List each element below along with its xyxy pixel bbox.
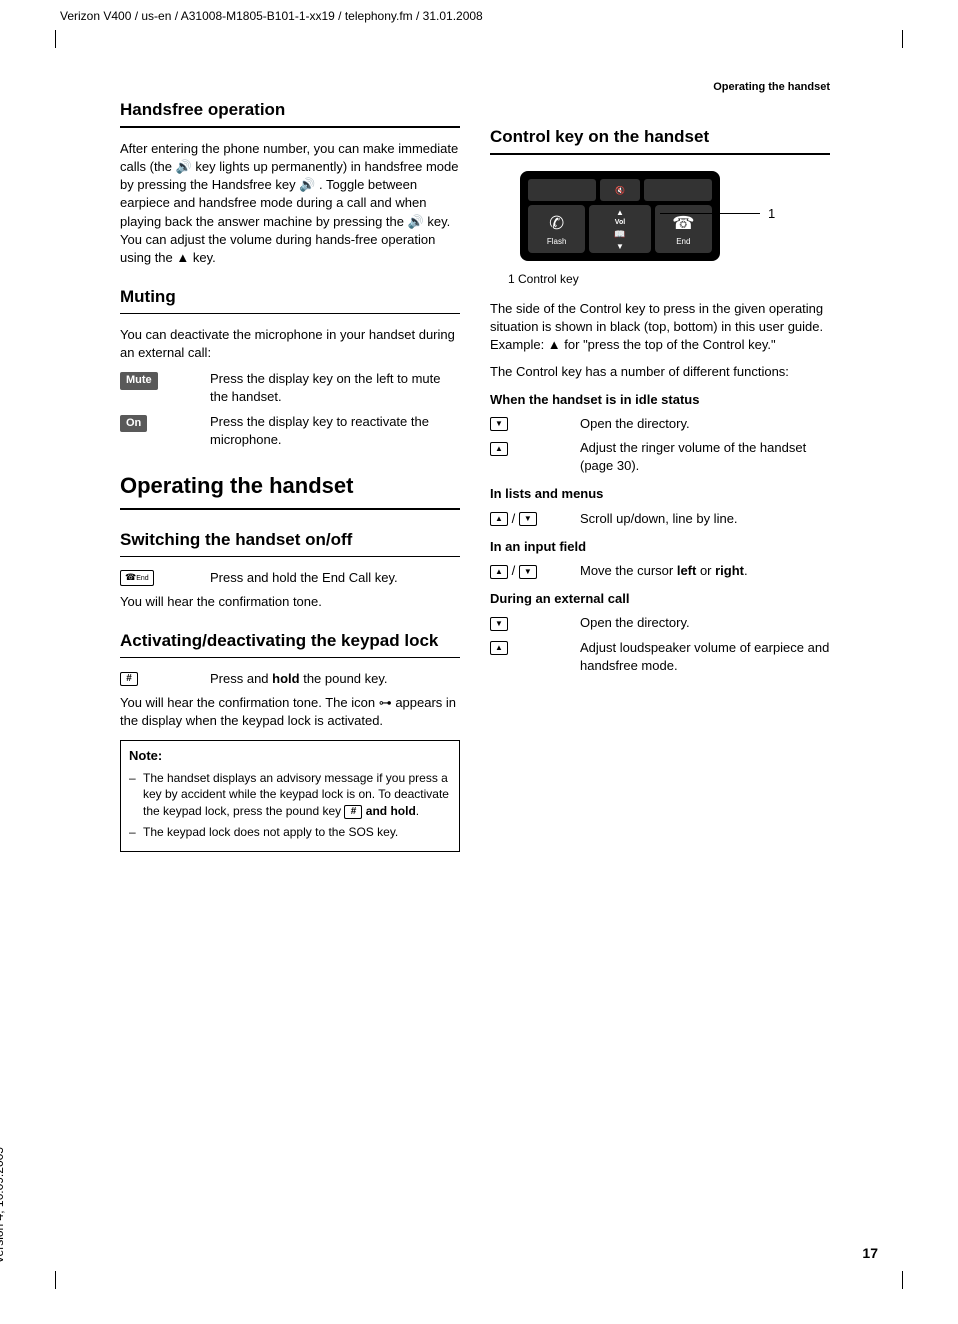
chapter-heading: Operating the handset [120,471,460,502]
running-header: Operating the handset [490,80,830,95]
divider [120,556,460,557]
down-icon [490,417,508,431]
control-key-navpad: ▲ Vol 📖 ▼ [589,205,650,253]
call-opendir: Open the directory. [580,614,830,632]
divider [120,313,460,314]
lists-subhead: In lists and menus [490,485,830,503]
switching-heading: Switching the handset on/off [120,528,460,552]
softkey-right [644,179,712,201]
up-icon [490,565,508,579]
callout-line [660,213,760,214]
crop-mark [902,1271,903,1294]
handsfree-heading: Handsfree operation [120,98,460,122]
up-icon [490,512,508,526]
muting-heading: Muting [120,285,460,309]
file-info: Verizon V400 / us-en / A31008-M1805-B101… [60,8,483,25]
figure-legend: 1 Control key [508,271,830,288]
handset-figure: 🔇 ✆ Flash ▲ Vol 📖 ▼ ☎ [520,171,780,261]
switching-confirm: You will hear the confirmation tone. [120,593,460,611]
controlkey-body2: The Control key has a number of differen… [490,363,830,381]
idle-ringer: Adjust the ringer volume of the handset … [580,439,830,475]
divider [120,657,460,658]
keypad-desc: Press and hold the pound key. [210,670,460,688]
flash-key: ✆ Flash [528,205,585,253]
crop-mark [55,30,56,53]
note-item: – The keypad lock does not apply to the … [129,824,451,841]
crop-mark [55,1271,56,1294]
on-badge: On [120,415,147,432]
end-call-icon: End [120,570,154,586]
callout-number: 1 [768,205,775,223]
mute-badge: Mute [120,372,158,389]
keypad-heading: Activating/deactivating the keypad lock [120,629,460,653]
up-icon [490,641,508,655]
controlkey-heading: Control key on the handset [490,125,830,149]
input-desc: Move the cursor left or right. [580,562,830,580]
up-icon [490,442,508,456]
crop-mark [902,30,903,53]
idle-subhead: When the handset is in idle status [490,391,830,409]
note-title: Note: [129,747,451,765]
input-subhead: In an input field [490,538,830,556]
muting-body: You can deactivate the microphone in you… [120,326,460,362]
on-desc: Press the display key to reactivate the … [210,413,460,449]
softkey-mid-icon: 🔇 [600,179,641,201]
idle-opendir: Open the directory. [580,415,830,433]
keypad-body: You will hear the confirmation tone. The… [120,694,460,730]
divider [490,153,830,155]
mute-desc: Press the display key on the left to mut… [210,370,460,406]
divider [120,508,460,510]
handsfree-body: After entering the phone number, you can… [120,140,460,267]
controlkey-body1: The side of the Control key to press in … [490,300,830,355]
hash-key-icon [344,805,362,819]
call-loud: Adjust loudspeaker volume of earpiece an… [580,639,830,675]
softkey-left [528,179,596,201]
down-icon [519,565,537,579]
down-icon [490,617,508,631]
switching-desc: Press and hold the End Call key. [210,569,460,587]
lists-desc: Scroll up/down, line by line. [580,510,830,528]
note-item: – The handset displays an advisory messa… [129,770,451,820]
note-box: Note: – The handset displays an advisory… [120,740,460,851]
hash-key-icon [120,672,138,686]
divider [120,126,460,128]
call-subhead: During an external call [490,590,830,608]
down-icon [519,512,537,526]
page-number: 17 [862,1244,878,1264]
version-text: Version 4, 16.09.2005 [0,1147,8,1264]
